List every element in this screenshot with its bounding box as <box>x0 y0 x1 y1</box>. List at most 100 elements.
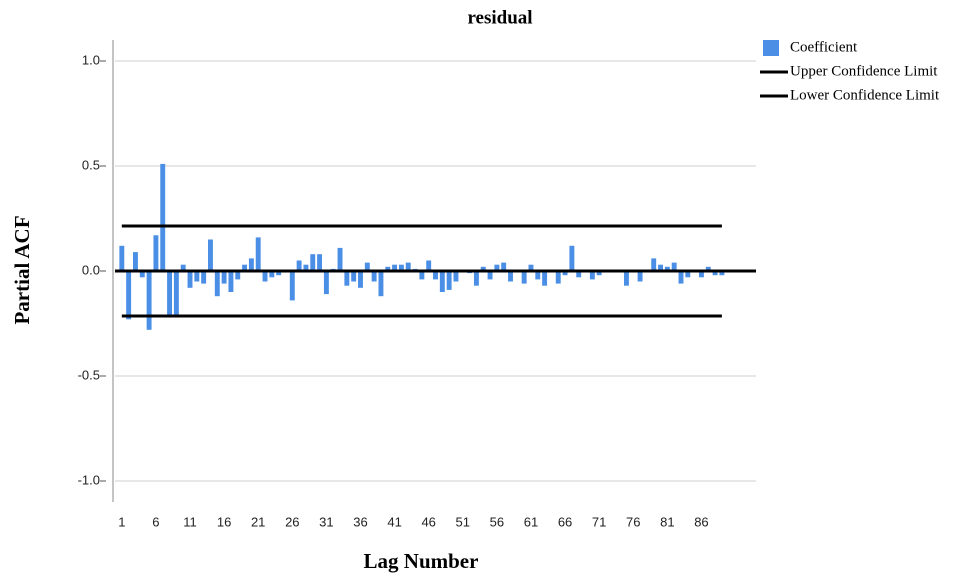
bar <box>235 271 241 280</box>
bar <box>153 235 159 271</box>
bar <box>705 266 711 271</box>
x-tick-label: 26 <box>285 514 299 529</box>
bar <box>473 271 479 286</box>
bar <box>501 262 507 271</box>
bar <box>378 271 384 297</box>
bar <box>133 252 138 271</box>
bar <box>228 271 234 292</box>
x-tick-label: 71 <box>592 514 606 529</box>
bar <box>344 271 350 286</box>
bar <box>569 245 575 271</box>
bar <box>214 271 220 297</box>
x-tick-label: 36 <box>353 514 367 529</box>
bar <box>596 271 602 276</box>
bar <box>664 266 670 271</box>
bar <box>508 271 513 282</box>
x-tick-label: 81 <box>660 514 674 529</box>
bar <box>555 271 561 284</box>
bar <box>589 271 595 280</box>
bar <box>719 271 725 276</box>
bar <box>419 271 425 280</box>
x-tick-label: 56 <box>490 514 504 529</box>
bar <box>364 262 370 271</box>
legend-swatch <box>763 40 779 56</box>
x-tick-label: 66 <box>558 514 572 529</box>
bar <box>398 264 404 271</box>
legend-label: Lower Confidence Limit <box>790 87 940 103</box>
bar <box>487 271 493 280</box>
bar <box>139 271 145 278</box>
bar <box>426 260 432 271</box>
bar <box>494 264 500 271</box>
bar <box>562 271 568 276</box>
bar <box>167 271 173 318</box>
bar <box>310 254 316 271</box>
bar <box>385 266 391 271</box>
bar <box>276 271 282 276</box>
legend-label: Coefficient <box>790 39 858 55</box>
bar <box>187 271 193 288</box>
bar <box>685 271 691 278</box>
x-tick-label: 6 <box>152 514 159 529</box>
bar <box>521 271 527 284</box>
bar <box>678 271 684 284</box>
bar <box>358 271 363 288</box>
bar <box>576 271 582 278</box>
bar <box>712 271 718 276</box>
chart-title: residual <box>467 7 532 28</box>
bar <box>351 271 357 282</box>
x-tick-label: 86 <box>694 514 708 529</box>
bar <box>194 271 200 282</box>
bar <box>671 262 677 271</box>
bar <box>303 264 309 271</box>
bar <box>480 266 486 271</box>
bar <box>146 271 152 330</box>
bar <box>119 245 125 271</box>
y-axis-label: Partial ACF <box>10 215 34 324</box>
bar <box>371 271 377 282</box>
bar <box>126 271 132 320</box>
bar <box>289 271 295 301</box>
bar <box>439 271 445 292</box>
bar <box>269 271 275 278</box>
x-tick-label: 46 <box>421 514 435 529</box>
bar <box>542 271 548 286</box>
x-tick-label: 11 <box>183 514 197 529</box>
bar <box>296 260 302 271</box>
bar <box>248 258 254 271</box>
x-tick-label: 41 <box>387 514 401 529</box>
x-tick-label: 16 <box>217 514 231 529</box>
y-tick-label: 1.0 <box>82 52 100 67</box>
legend-label: Upper Confidence Limit <box>790 63 938 79</box>
y-tick-label: -1.0 <box>78 472 100 487</box>
bar <box>392 264 398 271</box>
bar <box>337 247 343 271</box>
bar <box>323 271 329 295</box>
bar <box>173 271 179 316</box>
bar <box>180 264 186 271</box>
bar <box>623 271 629 286</box>
x-axis-label: Lag Number <box>364 549 479 573</box>
bar <box>208 239 213 271</box>
bar <box>637 271 643 282</box>
x-tick-label: 31 <box>319 514 333 529</box>
y-tick-label: 0.5 <box>82 157 100 172</box>
x-tick-label: 51 <box>456 514 470 529</box>
bar <box>242 264 248 271</box>
bar <box>528 264 534 271</box>
bar <box>535 271 541 280</box>
bar <box>262 271 268 282</box>
bar <box>317 254 323 271</box>
y-tick-label: 0.0 <box>82 262 100 277</box>
bar <box>651 258 657 271</box>
bar <box>658 264 663 271</box>
bar <box>453 271 459 282</box>
bar <box>201 271 207 284</box>
bar <box>446 271 452 290</box>
bar <box>698 271 704 278</box>
bar <box>221 271 227 284</box>
y-tick-label: -0.5 <box>78 367 100 382</box>
bar <box>405 262 411 271</box>
bar <box>255 237 261 271</box>
